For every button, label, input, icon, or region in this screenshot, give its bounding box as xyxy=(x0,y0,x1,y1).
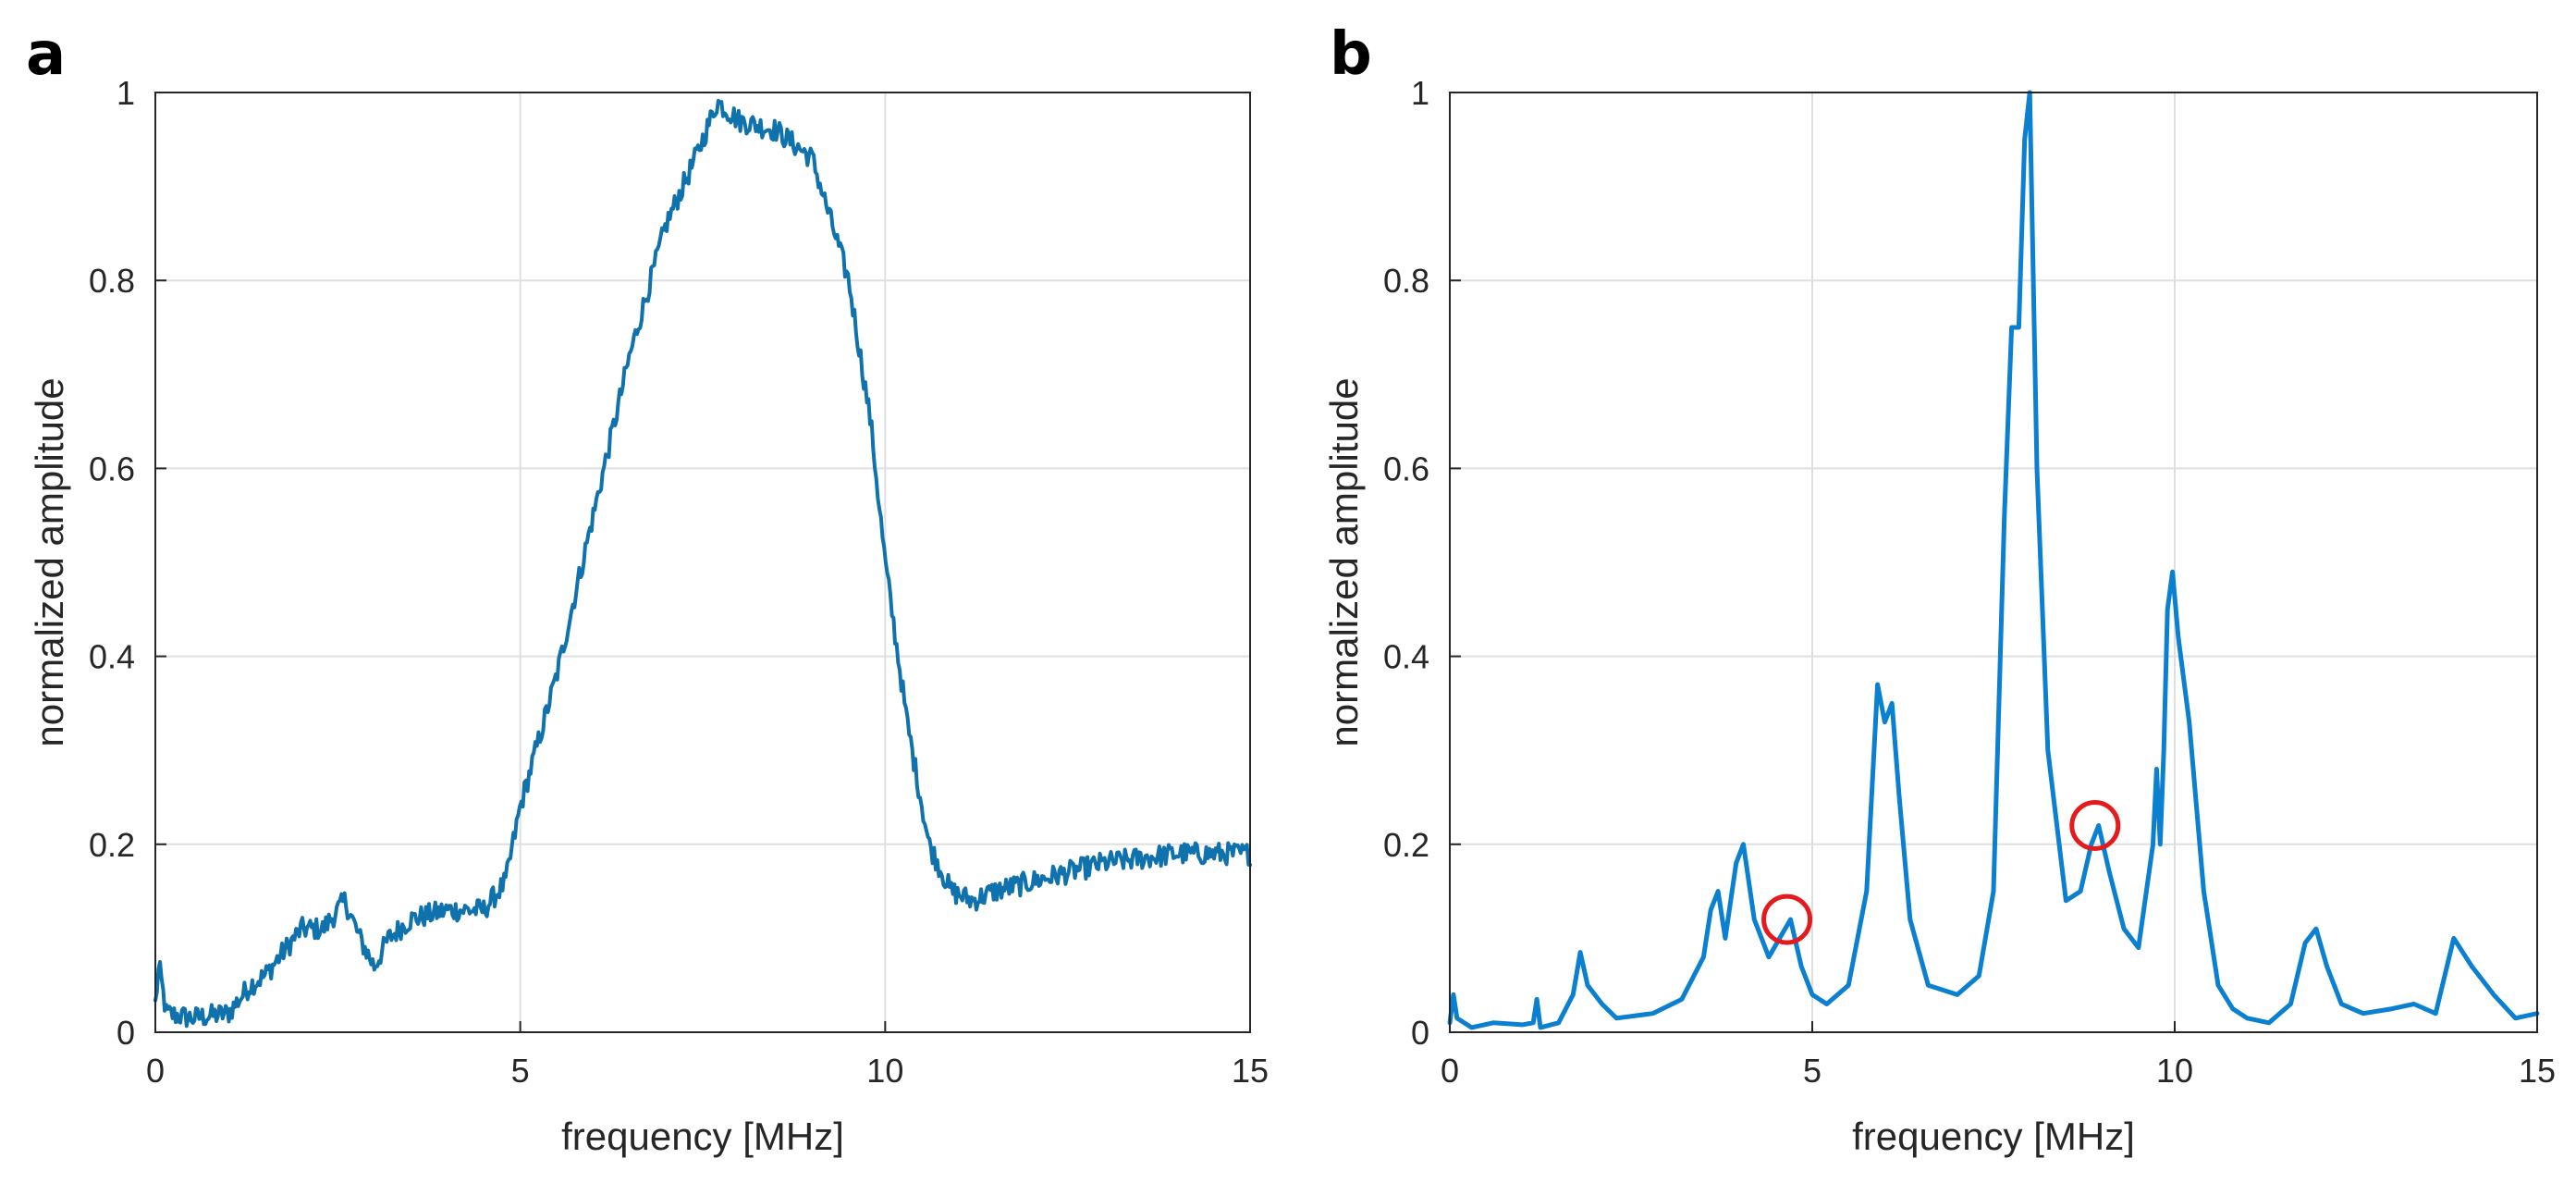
highlight-circle-1 xyxy=(1761,893,1813,945)
y-tick-label: 1 xyxy=(117,74,135,112)
highlight-circle-2 xyxy=(2069,799,2121,851)
panel-label-a: a xyxy=(26,20,66,89)
y-tick-label: 0.4 xyxy=(1383,638,1429,676)
y-tick-label: 0.6 xyxy=(1383,450,1429,487)
y-tick-label: 0 xyxy=(1411,1014,1429,1052)
x-tick-label: 0 xyxy=(146,1052,165,1090)
y-tick-label: 0 xyxy=(117,1014,135,1052)
y-tick-label: 0.6 xyxy=(89,450,135,487)
y-tick-label: 0.2 xyxy=(1383,826,1429,864)
chart-panel-a: a 0 5 10 15 00.20.40.60.81 frequency [MHz] … xyxy=(26,20,1269,1158)
y-tick-label: 0.4 xyxy=(89,638,135,676)
series-line-spectrum xyxy=(1447,90,2540,1030)
panel-label-b: b xyxy=(1330,20,1372,89)
x-ticks-b: 0 5 10 15 xyxy=(1441,1021,2556,1090)
y-axis-label-b: normalized amplitude xyxy=(1322,377,1366,746)
y-tick-label: 1 xyxy=(1411,74,1429,112)
chart-panel-b: b 0 5 10 15 00.20.40.60.81 frequency [MHz] … xyxy=(1322,20,2556,1158)
grid-a xyxy=(155,92,1250,1032)
x-tick-label: 10 xyxy=(866,1052,903,1090)
x-axis-label-b: frequency [MHz] xyxy=(1852,1115,2135,1158)
x-tick-label: 15 xyxy=(1232,1052,1269,1090)
x-tick-label: 15 xyxy=(2519,1052,2556,1090)
x-ticks-a: 0 5 10 15 xyxy=(146,1021,1269,1090)
x-tick-label: 10 xyxy=(2156,1052,2193,1090)
series-line-b xyxy=(1447,90,2540,1030)
y-tick-label: 0.8 xyxy=(89,262,135,300)
x-tick-label: 5 xyxy=(511,1052,530,1090)
series-line-a xyxy=(153,98,1252,1029)
series-line-spectrum xyxy=(153,98,1252,1029)
axes-frame-a xyxy=(154,92,1251,1033)
y-tick-label: 0.2 xyxy=(89,826,135,864)
axes-frame-b xyxy=(1449,92,2538,1033)
x-axis-label-a: frequency [MHz] xyxy=(561,1115,844,1158)
x-tick-label: 5 xyxy=(1803,1052,1822,1090)
y-ticks-b: 0 0.2 0.4 0.6 0.8 1 xyxy=(1383,74,1461,1052)
y-axis-label-a: normalized amplitude xyxy=(28,377,71,746)
highlight-markers-b xyxy=(1761,799,2121,945)
y-tick-label: 0.8 xyxy=(1383,262,1429,300)
y-ticks-a: 0 0.2 0.4 0.6 0.8 1 xyxy=(89,74,166,1052)
x-tick-label: 0 xyxy=(1441,1052,1459,1090)
grid-b xyxy=(1450,92,2537,1032)
